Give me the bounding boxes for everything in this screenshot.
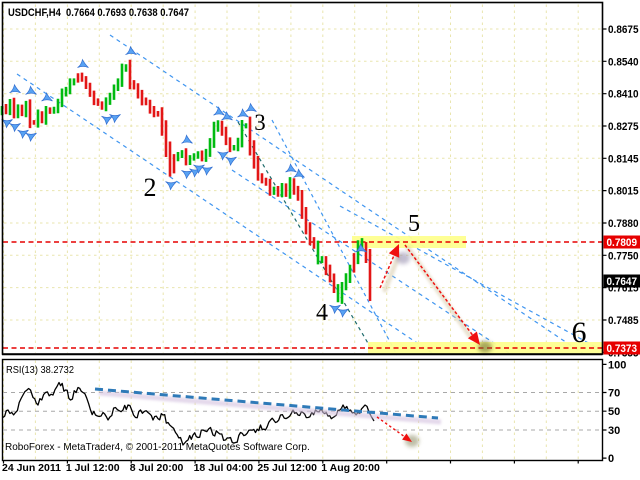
svg-text:0.7485: 0.7485 (608, 315, 639, 327)
svg-text:0.7373: 0.7373 (607, 343, 638, 355)
svg-text:RSI(13) 38.2732: RSI(13) 38.2732 (6, 364, 74, 376)
svg-text:0.7809: 0.7809 (607, 237, 638, 249)
svg-text:5: 5 (408, 211, 420, 237)
svg-text:3: 3 (254, 110, 266, 135)
svg-text:8 Jul 20:00: 8 Jul 20:00 (130, 462, 184, 474)
svg-text:70: 70 (608, 388, 620, 400)
svg-text:30: 30 (608, 425, 620, 437)
svg-text:0.7880: 0.7880 (608, 218, 639, 230)
svg-text:0.8540: 0.8540 (608, 56, 639, 68)
svg-text:0.7750: 0.7750 (608, 250, 639, 262)
svg-text:1 Jul 12:00: 1 Jul 12:00 (66, 462, 120, 474)
svg-text:USDCHF,H4 0.7664 0.7693 0.763: USDCHF,H4 0.7664 0.7693 0.7638 0.7647 (8, 7, 189, 19)
svg-text:25 Jul 12:00: 25 Jul 12:00 (257, 462, 317, 474)
svg-text:0.8410: 0.8410 (608, 89, 639, 101)
svg-text:1 Aug 20:00: 1 Aug 20:00 (321, 462, 380, 474)
svg-text:24 Jun 2011: 24 Jun 2011 (2, 462, 61, 474)
svg-text:6: 6 (572, 316, 587, 349)
svg-text:2: 2 (144, 173, 157, 202)
svg-text:50: 50 (608, 406, 620, 418)
svg-text:0.8145: 0.8145 (608, 153, 639, 165)
svg-text:RoboForex - MetaTrader4, © 200: RoboForex - MetaTrader4, © 2001-2011 Met… (5, 442, 310, 453)
svg-text:0.8015: 0.8015 (608, 186, 639, 198)
svg-text:0.8275: 0.8275 (608, 121, 639, 133)
svg-text:4: 4 (316, 300, 328, 326)
svg-text:0: 0 (608, 453, 614, 465)
svg-text:18 Jul 04:00: 18 Jul 04:00 (194, 462, 254, 474)
svg-text:100: 100 (608, 359, 626, 371)
svg-text:0.8675: 0.8675 (608, 24, 639, 36)
svg-text:0.7647: 0.7647 (607, 276, 638, 288)
